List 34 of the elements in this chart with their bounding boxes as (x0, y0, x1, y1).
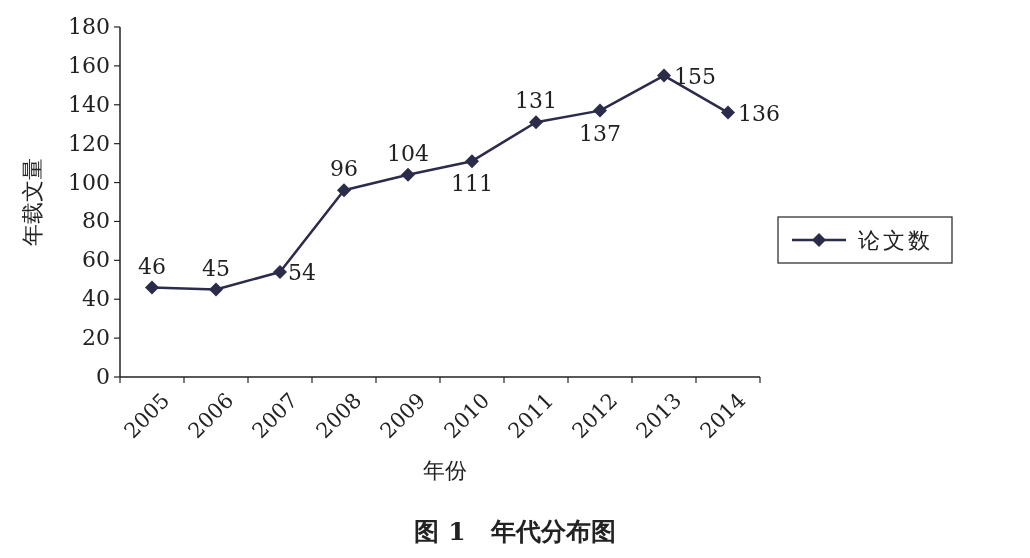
point (209, 282, 223, 297)
data-label: 111 (451, 171, 493, 197)
y-tick-label: 180 (68, 14, 110, 39)
data-label: 104 (387, 140, 429, 166)
point (529, 115, 543, 130)
y-tick-label: 160 (68, 52, 110, 78)
data-label: 155 (674, 63, 716, 89)
y-tick-label: 140 (68, 91, 110, 117)
text: 图 1 年代分布图 (414, 517, 616, 546)
point (145, 280, 159, 295)
point (273, 265, 287, 279)
y-tick-label: 60 (82, 247, 110, 273)
y-tick-label: 0 (96, 364, 110, 389)
data-label: 54 (288, 260, 316, 285)
data-label: 46 (138, 253, 166, 279)
point (593, 103, 607, 118)
point (721, 105, 735, 120)
y-tick-label: 20 (82, 325, 110, 351)
data-label: 131 (515, 88, 557, 114)
data-label: 96 (330, 156, 358, 182)
y-tick-label: 40 (82, 286, 110, 312)
y-tick-label: 120 (68, 130, 110, 156)
y-tick-label: 80 (82, 208, 110, 234)
data-label: 45 (202, 255, 230, 281)
point (657, 68, 671, 83)
y-tick-label: 100 (68, 169, 110, 195)
data-label: 136 (738, 100, 780, 126)
point (465, 154, 479, 169)
y-axis-title: 年载文量 (20, 158, 45, 246)
point (401, 167, 415, 182)
legend-label: 论文数 (858, 228, 933, 253)
data-label: 137 (579, 120, 621, 146)
point (337, 183, 351, 198)
x-axis-title: 年份 (423, 458, 467, 483)
